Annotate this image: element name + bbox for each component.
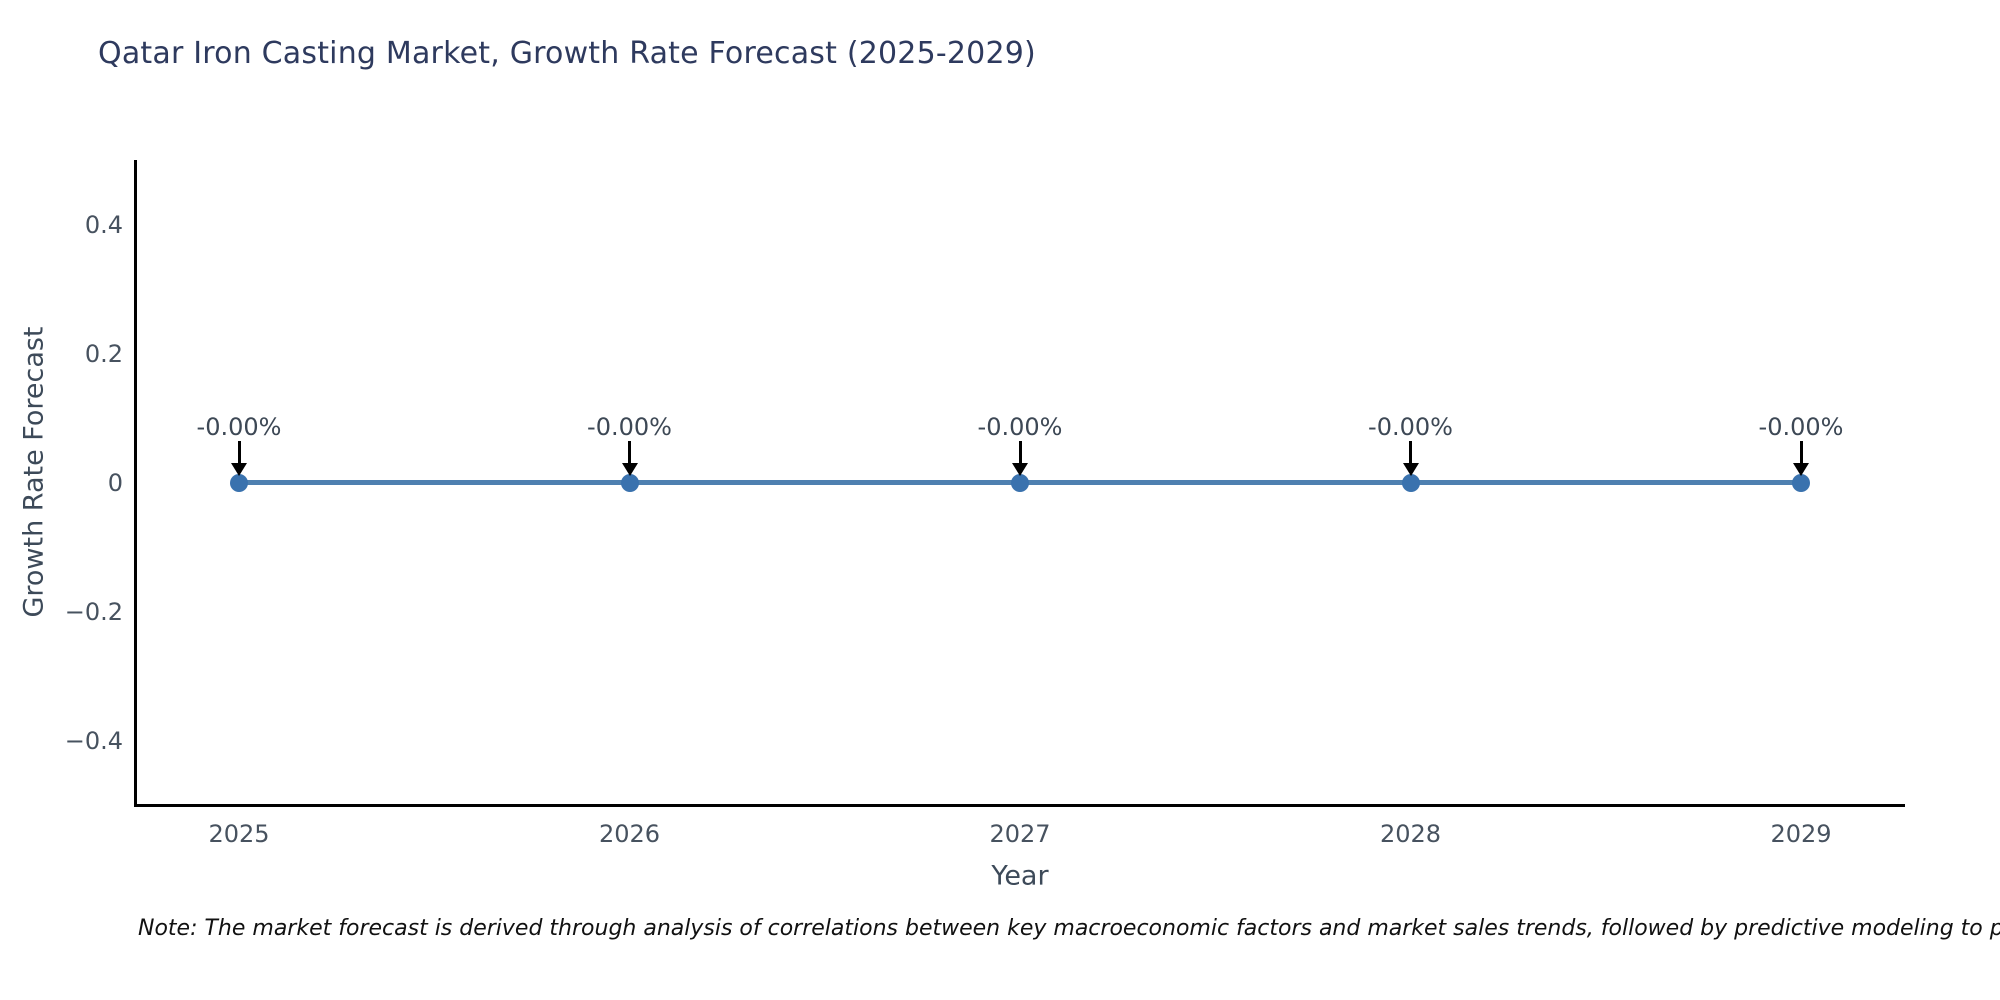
- x-tick-label: 2027: [989, 820, 1051, 848]
- annotation-arrowhead-icon: [1793, 462, 1809, 476]
- y-tick-label: 0: [107, 468, 123, 497]
- x-tick-label: 2025: [208, 820, 270, 848]
- annotation-arrowhead-icon: [1012, 462, 1028, 476]
- footnote: Note: The market forecast is derived thr…: [138, 916, 2000, 941]
- annotation-arrow: [1799, 440, 1803, 465]
- y-tick-label: −0.4: [64, 726, 123, 755]
- annotation-arrow: [628, 440, 631, 465]
- y-tick-label: 0.4: [84, 210, 123, 239]
- x-tick-label: 2029: [1770, 820, 1832, 848]
- annotation-arrow: [1018, 440, 1022, 465]
- point-annotation-label: -0.00%: [977, 412, 1063, 441]
- data-point-marker: [1401, 473, 1420, 492]
- annotation-arrowhead-icon: [621, 462, 638, 476]
- y-axis-line: [134, 160, 137, 807]
- x-axis-line: [134, 804, 1905, 807]
- data-point-marker: [1011, 473, 1029, 492]
- x-tick-label: 2026: [598, 820, 661, 848]
- y-tick-label: −0.2: [64, 597, 123, 626]
- x-axis-title: Year: [991, 860, 1049, 892]
- x-tick-label: 2028: [1379, 820, 1442, 848]
- point-annotation-label: -0.00%: [587, 412, 672, 441]
- point-annotation-label: -0.00%: [1758, 412, 1844, 441]
- annotation-arrowhead-icon: [1402, 462, 1419, 476]
- point-annotation-label: -0.00%: [1368, 412, 1453, 441]
- data-point-marker: [230, 473, 248, 492]
- data-point-marker: [620, 473, 639, 492]
- annotation-arrowhead-icon: [231, 462, 247, 476]
- annotation-arrow: [1409, 440, 1412, 465]
- plot-area: 0.4 0.2 0 −0.2 −0.4 2025 2026 2027 2028 2029 -0.…: [65, 160, 1905, 848]
- annotation-arrow: [237, 440, 241, 465]
- data-point-marker: [1792, 473, 1810, 492]
- y-tick-label: 0.2: [84, 339, 123, 368]
- chart-title: Qatar Iron Casting Market, Growth Rate F…: [98, 36, 1036, 71]
- point-annotation-label: -0.00%: [196, 412, 282, 441]
